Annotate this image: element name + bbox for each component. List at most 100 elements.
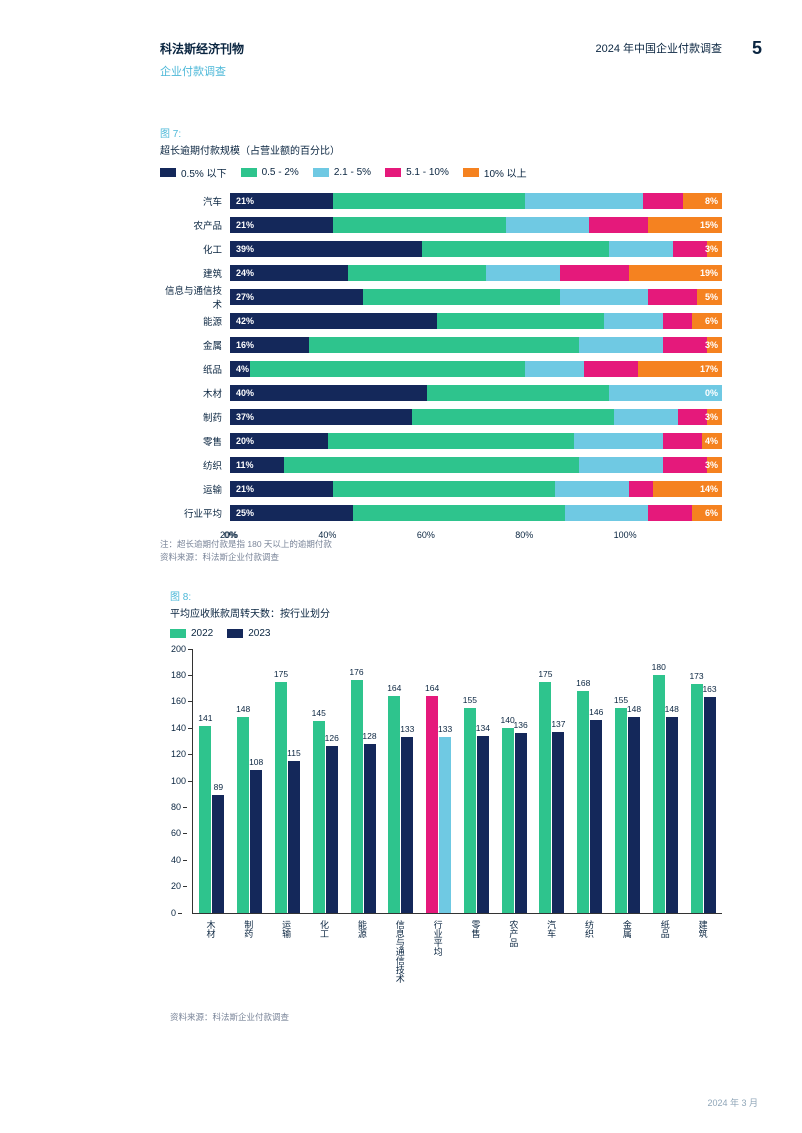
hbar-segment (422, 241, 609, 257)
subtitle: 企业付款调查 (160, 63, 722, 79)
hbar-segment (663, 457, 707, 473)
bar-value: 89 (214, 782, 223, 792)
segment-value-first: 21% (236, 484, 254, 494)
bar-2022: 140 (502, 728, 514, 913)
hbar-segment (333, 193, 525, 209)
hbar-segment: 39% (230, 241, 422, 257)
bar-2022: 155 (464, 708, 476, 913)
bar-value: 173 (689, 671, 703, 681)
bar-group: 145 126 (306, 649, 344, 913)
bar-group: 140136 (495, 649, 533, 913)
bar-2023: 148 (666, 717, 678, 912)
segment-value-last: 5% (705, 292, 718, 302)
segment-value-last: 3% (705, 340, 718, 350)
bar-value: 148 (236, 704, 250, 714)
legend-swatch (463, 168, 479, 177)
hbar-segment (427, 385, 609, 401)
hbar-row: 建筑24%19% (160, 262, 722, 284)
bar-group: 164133 (382, 649, 420, 913)
legend-item: 2023 (227, 628, 270, 639)
hbar-row: 零售20%4% (160, 430, 722, 452)
hbar-segment (565, 505, 649, 521)
hbar-label: 能源 (160, 314, 230, 328)
segment-value-last: 15% (700, 220, 718, 230)
legend-label: 5.1 - 10% (406, 167, 449, 178)
hbar-row: 制药37%3% (160, 406, 722, 428)
legend-swatch (160, 168, 176, 177)
bar-group: 180148 (646, 649, 684, 913)
yaxis-tick: 140 (171, 723, 186, 733)
yaxis-tick: 200 (171, 644, 186, 654)
bar-group: 164133 (420, 649, 458, 913)
hbar-segment: 21% (230, 217, 333, 233)
segment-value-first: 21% (236, 220, 254, 230)
bar-2022: 180 (653, 675, 665, 913)
chart7-block: 图 7: 超长逾期付款规模（占营业额的百分比） 0.5% 以下0.5 - 2%2… (160, 125, 722, 564)
chart7-fig-label: 图 7: (160, 125, 722, 140)
chart7-title: 超长逾期付款规模（占营业额的百分比） (160, 142, 722, 157)
legend-label: 2.1 - 5% (334, 167, 371, 178)
hbar-segment (614, 409, 678, 425)
segment-value-last: 3% (705, 460, 718, 470)
segment-value-last: 3% (705, 244, 718, 254)
segment-value-last: 8% (705, 196, 718, 206)
xaxis-label: 能源 (343, 920, 381, 995)
segment-value-first: 27% (236, 292, 254, 302)
bar-2023: 108 (250, 770, 262, 913)
chart8-block: 图 8: 平均应收账款周转天数：按行业划分 20222023 141891481… (170, 588, 722, 1024)
hbar-row: 能源42%6% (160, 310, 722, 332)
bar-value: 155 (463, 695, 477, 705)
bar-value: 108 (249, 757, 263, 767)
bar-value: 133 (400, 724, 414, 734)
bar-group: 14189 (193, 649, 231, 913)
bar-value: 126 (325, 733, 339, 743)
hbar-segment (663, 337, 707, 353)
bar-value: 148 (665, 704, 679, 714)
bar-2023: 126 (326, 746, 338, 912)
hbar-label: 制药 (160, 410, 230, 424)
hbar-segment (506, 217, 590, 233)
legend-label: 2022 (191, 628, 213, 639)
bar-value: 145 (312, 708, 326, 718)
legend-item: 2022 (170, 628, 213, 639)
hbar-track: 4% 17% (230, 361, 722, 377)
chart8-title: 平均应收账款周转天数：按行业划分 (170, 605, 722, 620)
hbar-label: 纸品 (160, 362, 230, 376)
bar-value: 146 (589, 707, 603, 717)
hbar-track: 24%19% (230, 265, 722, 281)
hbar-segment (555, 481, 629, 497)
bar-group: 148 108 (231, 649, 269, 913)
bar-2022: 164 (388, 696, 400, 912)
hbar-row: 金属16%3% (160, 334, 722, 356)
bar-value: 134 (476, 723, 490, 733)
segment-value-first: 4% (236, 364, 249, 374)
hbar-label: 运输 (160, 482, 230, 496)
hbar-row: 信息与通信技术27%5% (160, 286, 722, 308)
hbar-segment (574, 433, 663, 449)
page-number: 5 (752, 38, 762, 59)
segment-value-last: 17% (700, 364, 718, 374)
bar-2023: 89 (212, 795, 224, 912)
xaxis-label: 制药 (230, 920, 268, 995)
chart8: 1418914810817511514512617612816413316413… (192, 649, 722, 914)
hbar-label: 零售 (160, 434, 230, 448)
hbar-segment (437, 313, 604, 329)
hbar-label: 化工 (160, 242, 230, 256)
hbar-segment (525, 361, 584, 377)
bar-2022: 176 (351, 680, 363, 912)
hbar-segment (250, 361, 526, 377)
hbar-segment (412, 409, 614, 425)
chart8-fig-label: 图 8: (170, 588, 722, 603)
bar-2022: 175 (275, 682, 287, 913)
bar-value: 164 (387, 683, 401, 693)
hbar-segment (333, 217, 505, 233)
bar-value: 128 (362, 731, 376, 741)
hbar-segment: 21% (230, 193, 333, 209)
xaxis-label: 金属 (608, 920, 646, 995)
hbar-segment (648, 505, 692, 521)
bar-2022: 164 (426, 696, 438, 912)
hbar-label: 纺织 (160, 458, 230, 472)
yaxis-tick: 0 (171, 908, 176, 918)
hbar-segment (584, 361, 638, 377)
bar-value: 163 (702, 684, 716, 694)
